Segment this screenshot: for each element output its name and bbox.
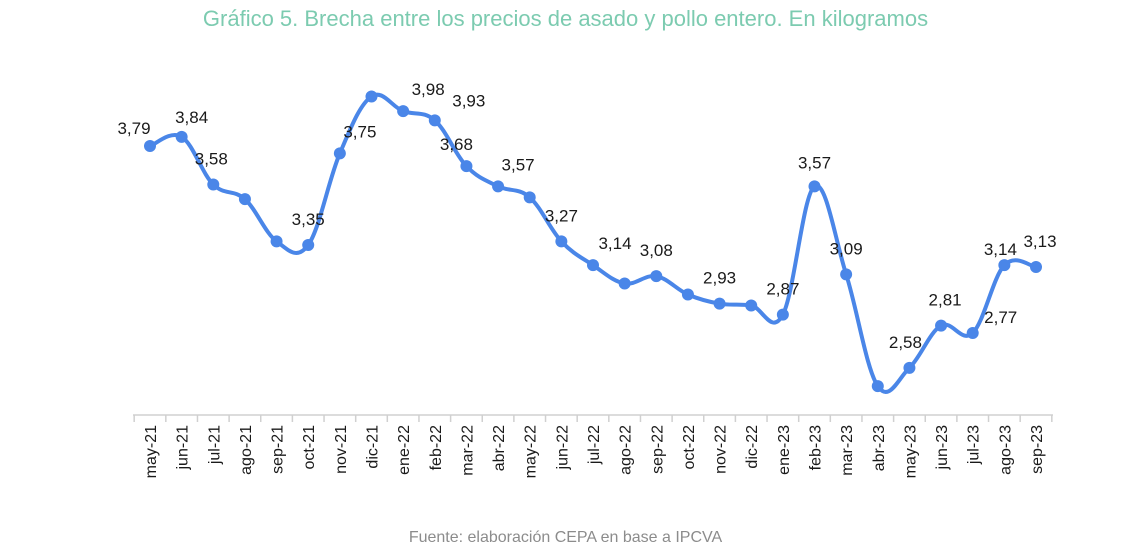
x-tick-label-jul-21: jul-21	[206, 425, 223, 465]
data-point-jun-21	[175, 130, 188, 143]
data-point-may-23	[903, 361, 916, 374]
data-label-ago-23: 3,14	[984, 240, 1017, 259]
x-tick-label-feb-22: feb-22	[428, 425, 445, 470]
x-tick-label-may-23: may-23	[902, 425, 919, 478]
data-point-feb-23	[808, 180, 821, 193]
data-point-mar-22	[460, 160, 473, 173]
data-point-sep-23	[1030, 261, 1042, 273]
data-label-jun-23: 2,81	[929, 291, 962, 310]
data-point-oct-21	[302, 239, 315, 251]
data-point-ene-22	[397, 105, 410, 118]
x-tick-label-oct-21: oct-21	[301, 425, 318, 470]
x-tick-label-nov-22: nov-22	[713, 425, 730, 474]
x-tick-label-ene-22: ene-22	[396, 425, 413, 475]
data-point-dic-21	[365, 90, 378, 103]
x-tick-label-abr-22: abr-22	[491, 425, 508, 471]
data-point-may-22	[523, 191, 536, 204]
data-label-jul-22: 3,14	[598, 234, 631, 253]
data-label-feb-23: 3,57	[798, 153, 831, 172]
x-tick-label-jul-23: jul-23	[966, 425, 983, 465]
x-tick-label-dic-22: dic-22	[744, 425, 761, 469]
data-label-jul-23: 2,77	[984, 308, 1017, 327]
data-point-jul-23	[966, 327, 979, 339]
data-point-jul-22	[587, 259, 599, 272]
data-label-sep-23: 3,13	[1023, 232, 1056, 251]
data-point-ene-23	[776, 308, 789, 321]
data-point-ago-22	[618, 277, 631, 290]
data-label-nov-21: 3,75	[343, 122, 376, 141]
x-tick-label-may-21: may-21	[143, 425, 160, 478]
x-tick-label-sep-22: sep-22	[649, 425, 666, 474]
data-label-jul-21: 3,58	[195, 150, 228, 169]
data-label-ene-23: 2,87	[766, 280, 799, 299]
x-tick-label-mar-22: mar-22	[459, 425, 476, 476]
x-tick-label-ago-21: ago-21	[238, 425, 255, 475]
x-tick-label-ago-22: ago-22	[618, 425, 635, 475]
data-label-jun-21: 3,84	[175, 108, 208, 127]
data-label-may-21: 3,79	[117, 119, 150, 138]
data-label-abr-22: 3,57	[502, 155, 535, 174]
data-label-may-23: 2,58	[889, 333, 922, 352]
data-point-sep-21	[270, 235, 283, 248]
data-point-mar-23	[840, 268, 853, 281]
x-tick-label-jun-22: jun-22	[554, 425, 571, 471]
x-tick-label-jun-21: jun-21	[175, 425, 192, 471]
data-label-mar-23: 3,09	[830, 239, 863, 258]
x-tick-label-ene-23: ene-23	[776, 425, 793, 475]
data-label-mar-22: 3,68	[440, 135, 473, 154]
data-point-may-21	[144, 140, 156, 152]
x-tick-label-mar-23: mar-23	[839, 425, 856, 476]
data-label-jun-22: 3,27	[545, 206, 578, 225]
x-tick-label-sep-21: sep-21	[270, 425, 287, 474]
chart-title: Gráfico 5. Brecha entre los precios de a…	[202, 6, 929, 31]
data-point-ago-23	[998, 259, 1011, 272]
x-tick-label-abr-23: abr-23	[871, 425, 888, 471]
chart-source: Fuente: elaboración CEPA en base a IPCVA	[408, 529, 723, 546]
data-point-feb-22	[428, 114, 441, 127]
data-point-abr-22	[492, 180, 505, 193]
data-label-nov-22: 2,93	[703, 269, 736, 288]
data-point-oct-22	[681, 288, 694, 301]
data-label-sep-22: 3,08	[640, 241, 673, 260]
data-point-ago-21	[238, 193, 251, 206]
data-point-nov-22	[713, 297, 726, 310]
data-point-dic-22	[745, 299, 758, 312]
data-point-sep-22	[650, 270, 663, 283]
x-tick-label-sep-23: sep-23	[1029, 425, 1046, 474]
data-label-ene-22: 3,98	[412, 80, 445, 99]
x-tick-label-oct-22: oct-22	[681, 425, 698, 470]
x-tick-label-jun-23: jun-23	[934, 425, 951, 471]
data-point-jun-23	[935, 319, 948, 332]
x-tick-label-jul-22: jul-22	[586, 425, 603, 465]
data-point-jun-22	[555, 235, 568, 248]
x-tick-label-nov-21: nov-21	[333, 425, 350, 474]
x-tick-label-ago-23: ago-23	[997, 425, 1014, 475]
data-point-nov-21	[333, 147, 346, 160]
data-label-oct-21: 3,35	[292, 210, 325, 229]
x-tick-label-dic-21: dic-21	[365, 425, 382, 469]
data-label-feb-22: 3,93	[452, 91, 485, 110]
data-point-abr-23	[871, 380, 884, 393]
x-tick-label-feb-23: feb-23	[808, 425, 825, 470]
x-tick-label-may-22: may-22	[523, 425, 540, 478]
data-point-jul-21	[207, 178, 220, 191]
